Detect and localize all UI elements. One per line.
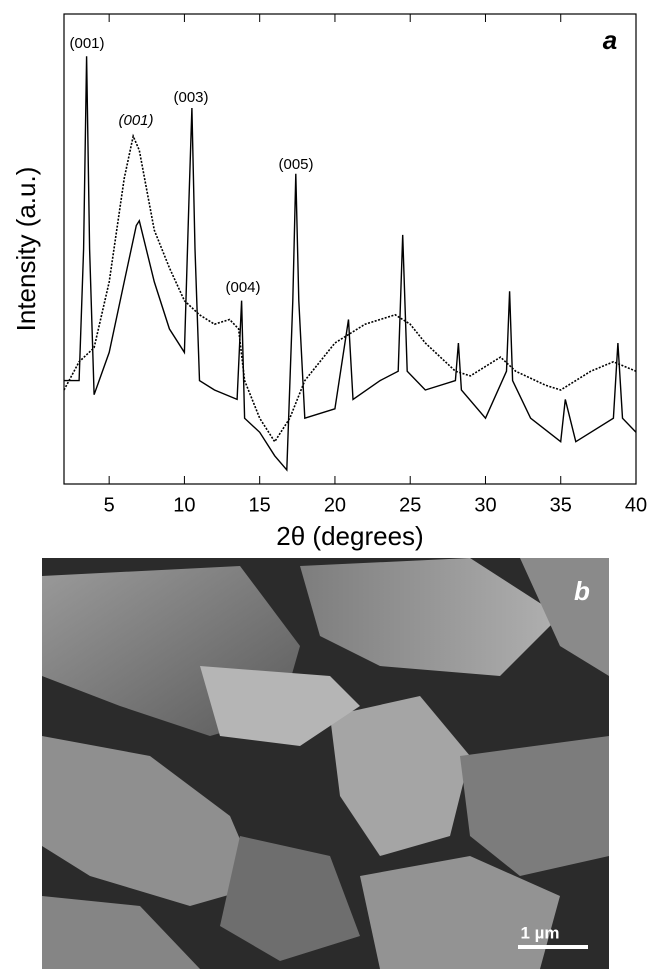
x-tick-label: 30	[474, 494, 496, 516]
peak-annotation: (005)	[278, 156, 313, 173]
data-line	[64, 56, 637, 472]
data-line	[63, 133, 637, 444]
x-tick-label: 25	[399, 494, 421, 516]
x-tick-label: 5	[104, 494, 115, 516]
x-tick-label: 40	[625, 494, 647, 516]
xrd-chart: a 2θ (degrees) Intensity (a.u.) 5 10 15 20 2…	[11, 13, 647, 551]
x-tick-label: 15	[249, 494, 271, 516]
x-tick-label: 10	[173, 494, 195, 516]
x-axis-label: 2θ (degrees)	[276, 521, 423, 551]
x-tick-label: 20	[324, 494, 346, 516]
y-axis-label: Intensity (a.u.)	[11, 167, 41, 332]
panel-label: b	[574, 576, 590, 606]
sem-image: 1 µm b	[42, 558, 609, 969]
peak-annotation: (003)	[173, 89, 208, 106]
peak-annotation: (001)	[118, 112, 153, 129]
peak-annotation: (004)	[225, 279, 260, 296]
x-tick-label: 35	[550, 494, 572, 516]
plot-frame	[63, 13, 637, 485]
scale-bar-label: 1 µm	[520, 923, 559, 942]
panel-label: a	[603, 25, 617, 55]
peak-annotation: (001)	[69, 35, 104, 52]
